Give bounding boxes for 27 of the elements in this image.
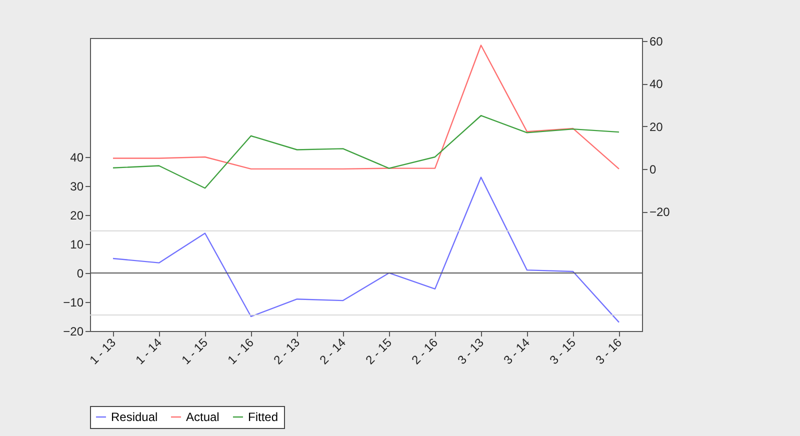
y-tick-label: −10 — [63, 295, 84, 310]
x-tick-label: 3 - 16 — [592, 335, 625, 368]
y2-tick-label: 0 — [650, 162, 656, 176]
y-tick-label: 40 — [70, 150, 84, 164]
y-tick-label: 30 — [70, 179, 84, 194]
x-tick-label: 3 - 15 — [546, 335, 579, 368]
x-tick-label: 1 - 14 — [132, 335, 165, 368]
legend-label: Residual — [111, 410, 158, 424]
y2-tick-label: 20 — [650, 120, 664, 134]
y-tick-label: 10 — [70, 237, 84, 252]
legend-label: Fitted — [248, 410, 278, 424]
x-tick-label: 2 - 14 — [316, 335, 349, 368]
y2-tick-label: 60 — [650, 34, 664, 48]
y2-tick-label: −20 — [650, 205, 670, 220]
y-tick-label: −20 — [63, 324, 84, 338]
x-tick-label: 2 - 16 — [408, 335, 441, 368]
x-tick-label: 1 - 16 — [224, 335, 257, 368]
y-tick-label: 0 — [76, 266, 84, 280]
legend-label: Actual — [186, 410, 220, 424]
x-tick-label: 1 - 13 — [86, 335, 119, 368]
x-tick-label: 3 - 13 — [454, 335, 487, 368]
y-tick-label: 20 — [70, 208, 84, 222]
x-tick-label: 1 - 15 — [178, 335, 211, 368]
x-tick-label: 2 - 15 — [362, 335, 395, 368]
x-tick-label: 3 - 14 — [500, 335, 533, 368]
y2-tick-label: 40 — [650, 77, 664, 92]
x-tick-label: 2 - 13 — [270, 335, 303, 368]
